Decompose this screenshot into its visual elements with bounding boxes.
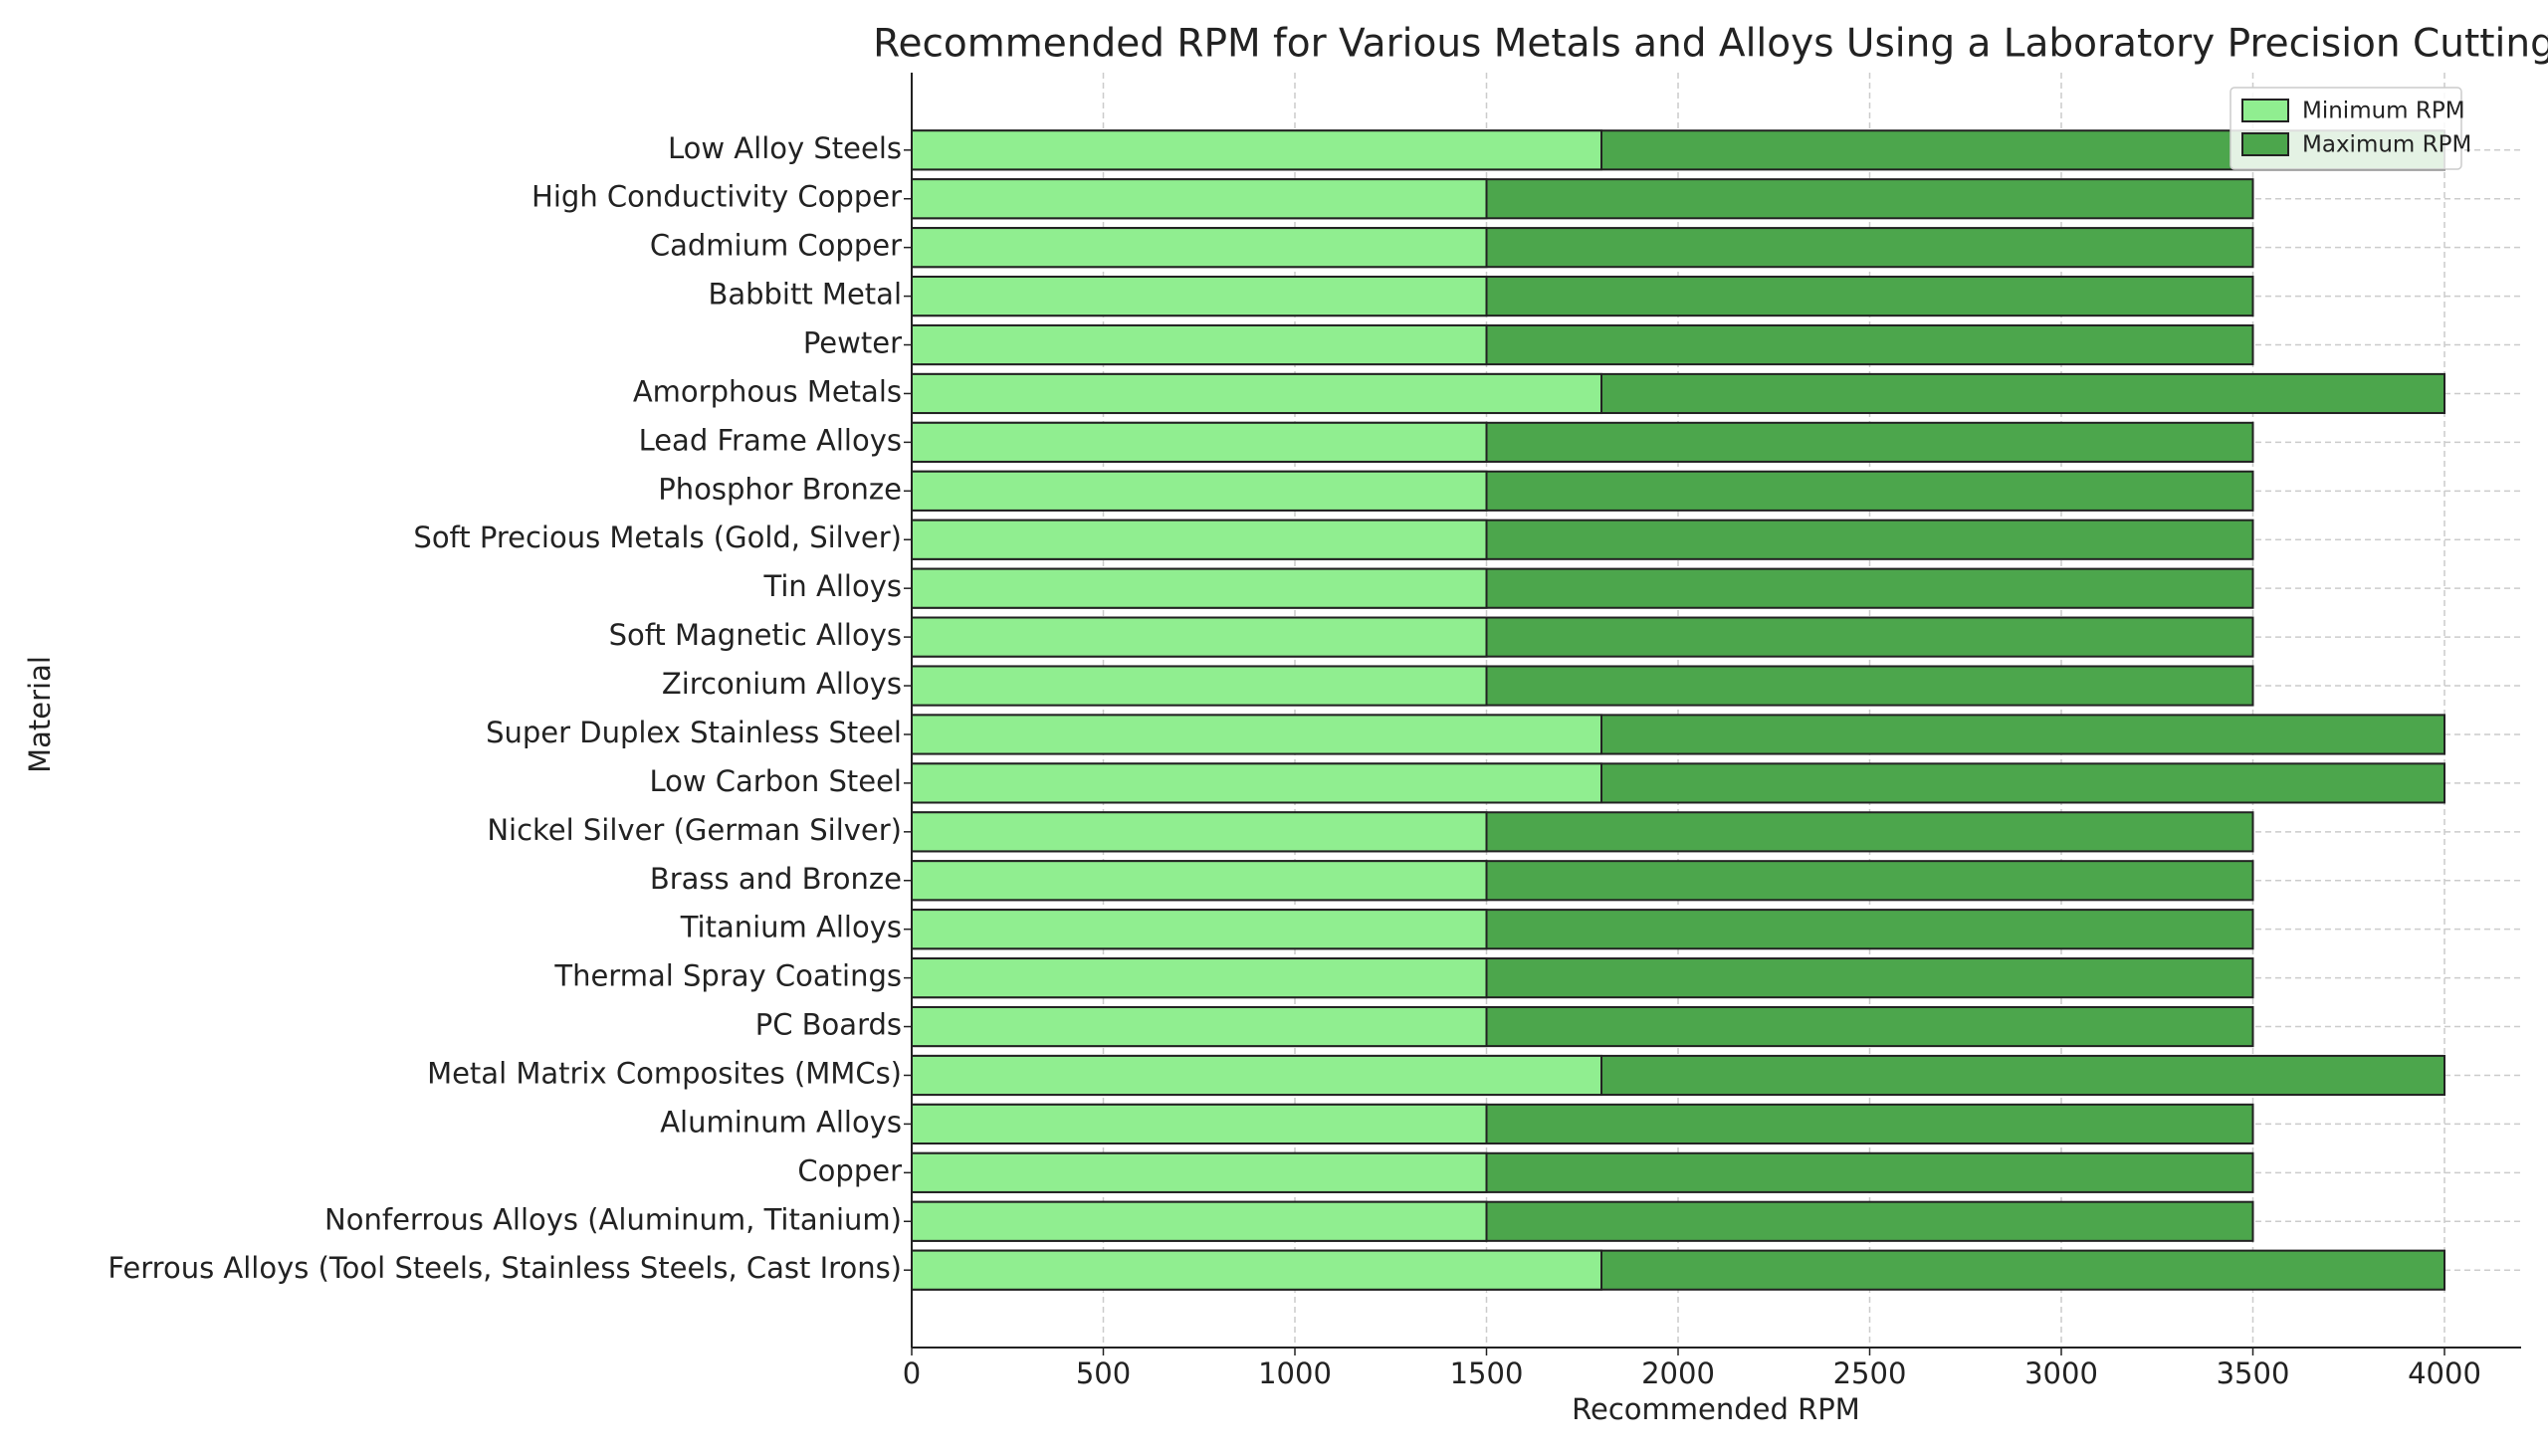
y-tick-label: Nickel Silver (German Silver): [487, 813, 902, 847]
y-tick-label: Nonferrous Alloys (Aluminum, Titanium): [324, 1202, 902, 1236]
y-tick-label: Phosphor Bronze: [658, 472, 902, 506]
bar: [911, 1005, 1488, 1048]
chart-title: Recommended RPM for Various Metals and A…: [873, 22, 2548, 67]
y-tick-label: Super Duplex Stainless Steel: [486, 716, 902, 749]
x-tick-label: 0: [903, 1356, 921, 1390]
x-tick-label: 1500: [1450, 1356, 1524, 1390]
y-tick-label: Soft Precious Metals (Gold, Silver): [413, 520, 902, 554]
y-tick-label: Thermal Spray Coatings: [553, 959, 902, 993]
y-tick-label: Copper: [797, 1153, 902, 1187]
bar: [911, 323, 1488, 366]
bar: [911, 957, 1488, 999]
bar: [911, 811, 1488, 853]
bar: [911, 714, 1602, 755]
bar: [911, 227, 1488, 269]
y-tick-label: Low Alloy Steels: [668, 131, 902, 165]
y-tick-label: Babbitt Metal: [708, 278, 902, 312]
y-axis-label: Material: [23, 656, 57, 773]
y-tick-label: High Conductivity Copper: [531, 180, 902, 214]
bar: [911, 1054, 1602, 1097]
y-tick-label: Ferrous Alloys (Tool Steels, Stainless S…: [107, 1251, 902, 1285]
y-tick-label: PC Boards: [755, 1008, 902, 1042]
bar: [911, 421, 1488, 463]
y-tick-label: Titanium Alloys: [680, 911, 902, 944]
bar: [911, 909, 1488, 950]
bar: [911, 1151, 1488, 1193]
x-tick-label: 3000: [2024, 1356, 2098, 1390]
bar: [911, 276, 1488, 317]
bar: [911, 1200, 1488, 1242]
legend-swatch: [2241, 132, 2289, 156]
y-tick-label: Brass and Bronze: [650, 862, 902, 896]
bar: [911, 372, 1602, 415]
y-tick-label: Metal Matrix Composites (MMCs): [427, 1056, 902, 1090]
x-tick-label: 2000: [1641, 1356, 1715, 1390]
bar: [911, 616, 1488, 658]
y-tick-label: Aluminum Alloys: [660, 1105, 902, 1139]
x-tick-label: 2500: [1833, 1356, 1907, 1390]
y-tick-label: Low Carbon Steel: [649, 764, 902, 798]
y-tick-label: Zirconium Alloys: [662, 667, 902, 701]
bar: [911, 178, 1488, 220]
y-tick-label: Cadmium Copper: [650, 229, 902, 263]
bar: [911, 567, 1488, 609]
x-axis-label: Recommended RPM: [1572, 1392, 1860, 1426]
bar: [911, 470, 1488, 512]
bar: [911, 860, 1488, 902]
bar: [911, 519, 1488, 560]
y-tick-label: Tin Alloys: [763, 569, 902, 603]
bar: [911, 1249, 1602, 1291]
bar: [911, 129, 1602, 171]
x-tick-label: 500: [1076, 1356, 1131, 1390]
legend-swatch: [2241, 99, 2289, 122]
bar: [911, 762, 1602, 804]
x-tick-label: 1000: [1258, 1356, 1332, 1390]
y-tick-label: Soft Magnetic Alloys: [609, 618, 902, 652]
legend-label: Maximum RPM: [2302, 132, 2471, 158]
x-tick-label: 3500: [2217, 1356, 2290, 1390]
bar: [911, 1103, 1488, 1144]
y-tick-label: Lead Frame Alloys: [639, 423, 902, 457]
x-tick-label: 4000: [2408, 1356, 2481, 1390]
y-tick-label: Pewter: [803, 326, 902, 360]
legend-label: Minimum RPM: [2302, 99, 2465, 124]
y-tick-label: Amorphous Metals: [633, 374, 902, 408]
bar: [911, 665, 1488, 707]
